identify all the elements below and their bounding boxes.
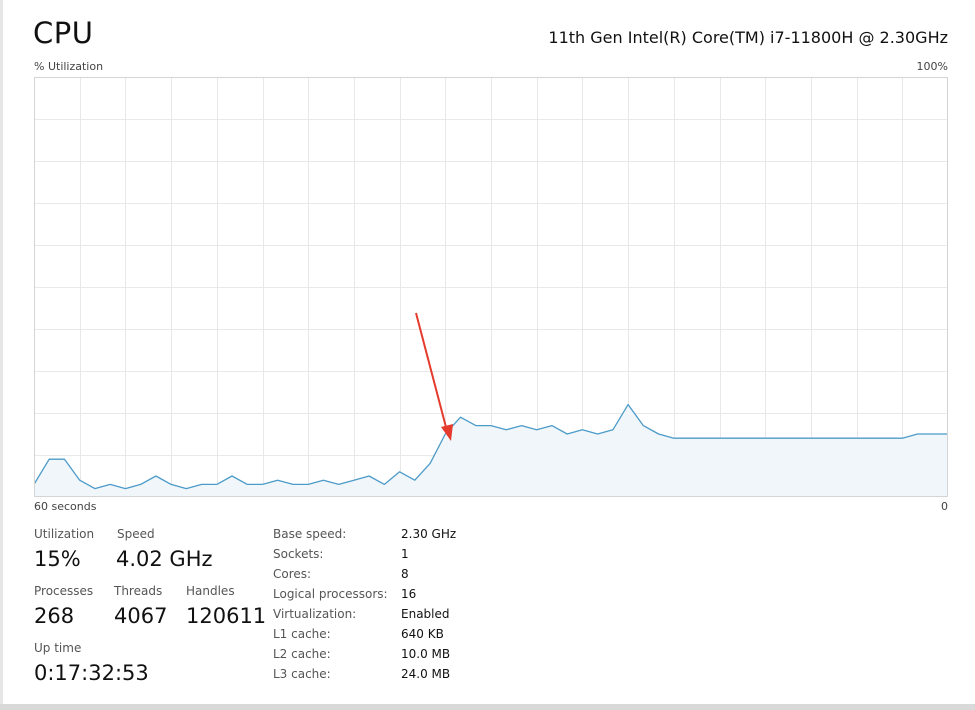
handles-label: Handles bbox=[186, 584, 235, 598]
uptime-label: Up time bbox=[34, 641, 82, 655]
cpu-utilization-graph bbox=[34, 77, 948, 497]
x-axis-left-label: 60 seconds bbox=[34, 500, 97, 513]
l2-cache-label: L2 cache: bbox=[273, 647, 331, 661]
y-axis-label: % Utilization bbox=[34, 60, 104, 73]
virtualization-value: Enabled bbox=[401, 607, 450, 621]
window-bottom-edge bbox=[0, 704, 975, 710]
utilization-area-fill bbox=[34, 404, 948, 497]
x-axis-right-label: 0 bbox=[941, 500, 948, 513]
processes-value: 268 bbox=[34, 604, 75, 628]
logical-processors-label: Logical processors: bbox=[273, 587, 388, 601]
page-title: CPU bbox=[33, 16, 94, 50]
cores-value: 8 bbox=[401, 567, 409, 581]
l1-cache-value: 640 KB bbox=[401, 627, 444, 641]
utilization-value: 15% bbox=[34, 547, 81, 571]
base-speed-value: 2.30 GHz bbox=[401, 527, 457, 541]
virtualization-label: Virtualization: bbox=[273, 607, 357, 621]
base-speed-label: Base speed: bbox=[273, 527, 347, 541]
l3-cache-value: 24.0 MB bbox=[401, 667, 451, 681]
utilization-label: Utilization bbox=[34, 527, 95, 541]
processes-label: Processes bbox=[34, 584, 94, 598]
l2-cache-value: 10.0 MB bbox=[401, 647, 451, 661]
logical-processors-value: 16 bbox=[401, 587, 417, 601]
graph-canvas bbox=[34, 77, 948, 497]
cpu-model-name: 11th Gen Intel(R) Core(TM) i7-11800H @ 2… bbox=[548, 28, 948, 47]
speed-value: 4.02 GHz bbox=[116, 547, 213, 571]
utilization-series-line bbox=[34, 403, 948, 490]
speed-label: Speed bbox=[117, 527, 155, 541]
cores-label: Cores: bbox=[273, 567, 312, 581]
threads-label: Threads bbox=[114, 584, 163, 598]
handles-value: 120611 bbox=[186, 604, 267, 628]
annotation-arrow-shaft bbox=[415, 312, 448, 432]
l3-cache-label: L3 cache: bbox=[273, 667, 331, 681]
sockets-label: Sockets: bbox=[273, 547, 324, 561]
y-axis-max-label: 100% bbox=[916, 60, 948, 73]
l1-cache-label: L1 cache: bbox=[273, 627, 331, 641]
annotation-arrow-head bbox=[441, 424, 453, 441]
graph-border bbox=[34, 77, 948, 497]
window-left-edge bbox=[0, 0, 3, 710]
sockets-value: 1 bbox=[401, 547, 409, 561]
uptime-value: 0:17:32:53 bbox=[34, 661, 149, 685]
threads-value: 4067 bbox=[114, 604, 168, 628]
